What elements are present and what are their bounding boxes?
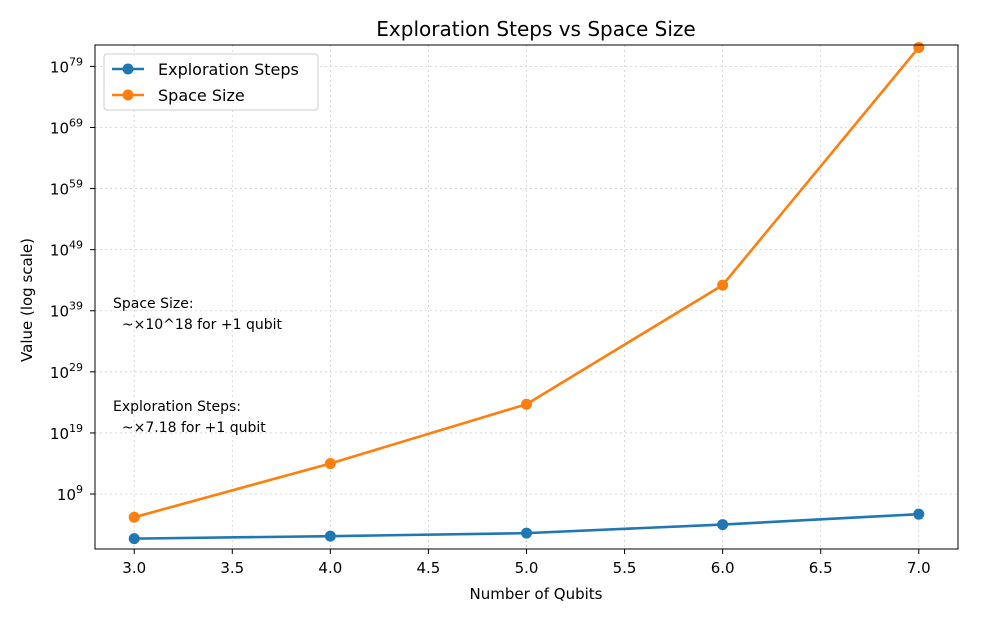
legend-marker-space-size bbox=[122, 89, 134, 101]
y-tick-base: 10 bbox=[50, 364, 69, 382]
y-axis-label: Value (log scale) bbox=[18, 238, 36, 362]
data-point-exploration-steps bbox=[913, 508, 925, 520]
legend: Exploration Steps Space Size bbox=[103, 53, 319, 111]
y-tick-base: 10 bbox=[50, 242, 69, 260]
y-tick-label: 1079 bbox=[50, 55, 83, 76]
data-point-space-size bbox=[128, 511, 140, 523]
data-point-space-size bbox=[717, 279, 729, 291]
x-tick-label: 6.0 bbox=[711, 559, 735, 577]
y-tick-exponent: 19 bbox=[69, 422, 83, 435]
y-tick-label: 1069 bbox=[50, 116, 83, 137]
data-point-space-size bbox=[913, 41, 925, 53]
y-tick-label: 1039 bbox=[50, 300, 83, 321]
y-tick-label: 1029 bbox=[50, 361, 83, 382]
y-tick-exponent: 49 bbox=[69, 239, 83, 252]
x-tick-label: 5.0 bbox=[515, 559, 539, 577]
y-tick-base: 10 bbox=[50, 425, 69, 443]
y-tick-exponent: 79 bbox=[69, 55, 83, 68]
data-point-exploration-steps bbox=[128, 533, 140, 545]
x-tick-label: 4.5 bbox=[417, 559, 441, 577]
annotation-exploration-steps-detail: ~×7.18 for +1 qubit bbox=[113, 420, 266, 436]
y-tick-base: 10 bbox=[50, 181, 69, 199]
y-tick-base: 10 bbox=[50, 58, 69, 76]
data-point-space-size bbox=[521, 398, 532, 410]
data-point-exploration-steps bbox=[521, 527, 532, 539]
data-point-space-size bbox=[324, 457, 336, 469]
y-tick-exponent: 69 bbox=[69, 116, 83, 129]
x-axis-label: Number of Qubits bbox=[470, 585, 603, 603]
legend-box bbox=[103, 53, 319, 111]
x-tick-label: 7.0 bbox=[907, 559, 931, 577]
grid bbox=[95, 45, 958, 549]
x-tick-label: 4.0 bbox=[318, 559, 342, 577]
annotation-space-size: Space Size: ~×10^18 for +1 qubit bbox=[113, 296, 282, 333]
chart-title: Exploration Steps vs Space Size bbox=[376, 17, 695, 41]
plot-frame bbox=[94, 44, 959, 550]
y-tick-exponent: 29 bbox=[69, 361, 83, 374]
x-tick-label: 3.0 bbox=[122, 559, 146, 577]
legend-label-space-size: Space Size bbox=[158, 86, 245, 105]
y-tick-base: 10 bbox=[50, 119, 69, 137]
y-tick-label: 1059 bbox=[50, 178, 83, 199]
y-tick-exponent: 39 bbox=[69, 300, 83, 313]
data-point-exploration-steps bbox=[324, 530, 336, 542]
y-tick-exponent: 9 bbox=[76, 483, 83, 496]
y-tick-label: 109 bbox=[57, 483, 83, 504]
x-tick-label: 3.5 bbox=[220, 559, 244, 577]
data-point-exploration-steps bbox=[717, 519, 729, 531]
x-tick-label: 5.5 bbox=[613, 559, 637, 577]
annotation-exploration-steps-title: Exploration Steps: bbox=[113, 399, 241, 415]
legend-label-exploration-steps: Exploration Steps bbox=[158, 60, 299, 79]
y-tick-base: 10 bbox=[57, 486, 76, 504]
y-tick-label: 1049 bbox=[50, 239, 83, 260]
legend-marker-exploration-steps bbox=[122, 63, 134, 75]
x-tick-label: 6.5 bbox=[809, 559, 833, 577]
y-tick-label: 1019 bbox=[50, 422, 83, 443]
x-axis-ticks: 3.0 3.5 4.0 4.5 5.0 5.5 6.0 6.5 7.0 bbox=[122, 549, 931, 577]
annotation-space-size-detail: ~×10^18 for +1 qubit bbox=[113, 317, 282, 333]
annotation-space-size-title: Space Size: bbox=[113, 296, 194, 312]
y-tick-exponent: 59 bbox=[69, 178, 83, 191]
annotation-exploration-steps: Exploration Steps: ~×7.18 for +1 qubit bbox=[113, 399, 266, 436]
y-tick-base: 10 bbox=[50, 303, 69, 321]
series-lines bbox=[128, 41, 925, 545]
